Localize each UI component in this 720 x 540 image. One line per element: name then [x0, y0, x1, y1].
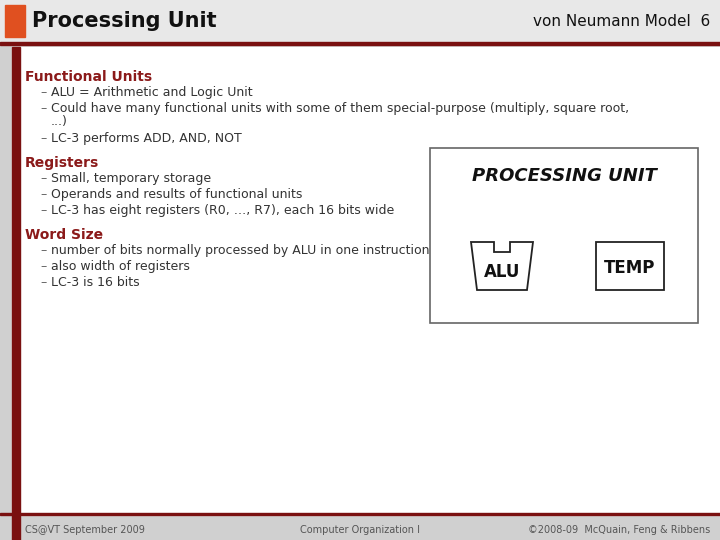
Bar — [430, 148, 698, 323]
Bar — [0, 42, 720, 45]
Bar — [12, 47, 20, 515]
Text: number of bits normally processed by ALU in one instruction: number of bits normally processed by ALU… — [51, 244, 430, 257]
Text: Registers: Registers — [25, 156, 99, 170]
Text: PROCESSING UNIT: PROCESSING UNIT — [472, 167, 657, 185]
Text: ALU: ALU — [484, 263, 520, 281]
Text: –: – — [40, 132, 46, 145]
Text: LC-3 has eight registers (R0, …, R7), each 16 bits wide: LC-3 has eight registers (R0, …, R7), ea… — [51, 204, 395, 217]
Text: Could have many functional units with some of them special-purpose (multiply, sq: Could have many functional units with so… — [51, 102, 629, 115]
Text: Functional Units: Functional Units — [25, 70, 152, 84]
Text: CS@VT September 2009: CS@VT September 2009 — [25, 525, 145, 535]
Bar — [5, 5, 25, 37]
Text: Computer Organization I: Computer Organization I — [300, 525, 420, 535]
Text: von Neumann Model  6: von Neumann Model 6 — [533, 14, 710, 29]
Text: TEMP: TEMP — [604, 259, 656, 277]
Text: Operands and results of functional units: Operands and results of functional units — [51, 188, 302, 201]
Text: LC-3 performs ADD, AND, NOT: LC-3 performs ADD, AND, NOT — [51, 132, 242, 145]
Text: –: – — [40, 102, 46, 115]
Text: LC-3 is 16 bits: LC-3 is 16 bits — [51, 276, 140, 289]
Bar — [12, 47, 720, 515]
Bar — [0, 513, 720, 515]
Text: –: – — [40, 276, 46, 289]
Text: –: – — [40, 260, 46, 273]
Text: Processing Unit: Processing Unit — [32, 11, 217, 31]
Text: Word Size: Word Size — [25, 228, 103, 242]
Bar — [0, 0, 720, 42]
Text: ...): ...) — [51, 116, 68, 129]
Text: –: – — [40, 86, 46, 99]
Text: –: – — [40, 244, 46, 257]
Text: ALU = Arithmetic and Logic Unit: ALU = Arithmetic and Logic Unit — [51, 86, 253, 99]
Bar — [596, 242, 664, 290]
Text: Small, temporary storage: Small, temporary storage — [51, 172, 211, 185]
Text: –: – — [40, 204, 46, 217]
Text: –: – — [40, 172, 46, 185]
Text: –: – — [40, 188, 46, 201]
Bar — [12, 513, 20, 540]
Text: ©2008-09  McQuain, Feng & Ribbens: ©2008-09 McQuain, Feng & Ribbens — [528, 525, 710, 535]
Polygon shape — [471, 242, 533, 290]
Text: also width of registers: also width of registers — [51, 260, 190, 273]
